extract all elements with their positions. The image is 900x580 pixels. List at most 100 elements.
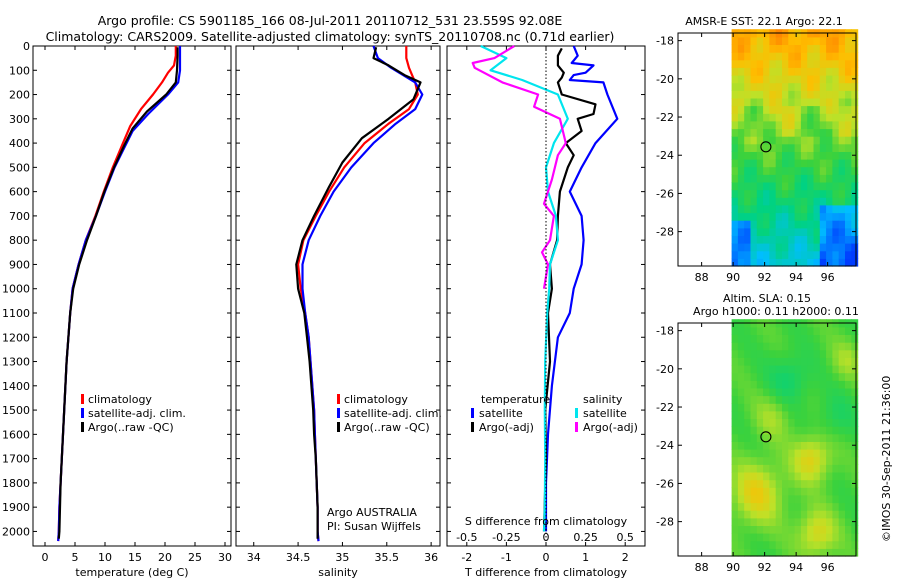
heatmap-cell	[750, 342, 758, 351]
heatmap-cell	[775, 151, 783, 160]
heatmap-cell	[819, 143, 827, 152]
heatmap-cell	[782, 502, 789, 511]
heatmap-cell	[851, 174, 859, 183]
heatmap-cell	[794, 540, 802, 549]
heatmap-cell	[763, 525, 770, 534]
heatmap-cell	[800, 441, 808, 450]
depth-tick-label: 1300	[2, 356, 30, 369]
lat-tick-label: -28	[656, 226, 674, 239]
heatmap-cell	[756, 326, 764, 335]
heatmap-cell	[800, 159, 808, 168]
heatmap-cell	[763, 472, 770, 481]
heatmap-cell	[731, 441, 739, 450]
heatmap-cell	[750, 97, 758, 107]
heatmap-cell	[838, 334, 846, 343]
heatmap-cell	[731, 357, 739, 366]
heatmap-cell	[750, 182, 758, 191]
heatmap-cell	[819, 36, 827, 45]
heatmap-cell	[763, 410, 770, 420]
heatmap-cell	[845, 159, 852, 168]
heatmap-cell	[782, 143, 789, 152]
heatmap-cell	[744, 449, 752, 458]
heatmap-cell	[800, 502, 808, 511]
heatmap-cell	[775, 380, 783, 389]
heatmap-cell	[744, 235, 752, 244]
heatmap-cell	[782, 151, 789, 160]
heatmap-cell	[788, 510, 796, 519]
heatmap-cell	[819, 151, 827, 160]
heatmap-cell	[750, 456, 758, 465]
heatmap-cell	[832, 82, 840, 91]
heatmap-cell	[807, 372, 815, 381]
heatmap-cell	[845, 548, 852, 557]
heatmap-cell	[845, 90, 852, 99]
heatmap-cell	[769, 67, 777, 76]
heatmap-cell	[832, 243, 840, 252]
heatmap-cell	[744, 487, 752, 496]
heatmap-cell	[807, 487, 815, 496]
x-tick-label: 35	[335, 551, 349, 564]
map-frame	[677, 32, 857, 267]
heatmap-cell	[832, 349, 840, 358]
heatmap-cell	[788, 326, 796, 335]
heatmap-cell	[819, 166, 827, 175]
heatmap-cell	[826, 204, 833, 214]
heatmap-cell	[838, 82, 846, 91]
heatmap-cell	[819, 479, 827, 488]
heatmap-cell	[731, 105, 739, 114]
heatmap-cell	[731, 97, 739, 107]
heatmap-cell	[838, 250, 846, 259]
heatmap-cell	[756, 464, 764, 473]
heatmap-cell	[769, 227, 777, 236]
heatmap-cell	[838, 502, 846, 511]
heatmap-cell	[775, 456, 783, 465]
heatmap-cell	[819, 136, 827, 145]
heatmap-cell	[737, 90, 745, 99]
heatmap-cell	[769, 517, 777, 526]
heatmap-cell	[838, 342, 846, 351]
heatmap-cell	[819, 502, 827, 511]
heatmap-cell	[756, 365, 764, 374]
heatmap-cell	[832, 342, 840, 351]
x-tick-label: -1	[501, 551, 512, 564]
heatmap-cell	[826, 525, 833, 534]
heatmap-cell	[794, 449, 802, 458]
depth-tick-label: 1100	[2, 307, 30, 320]
heatmap-cell	[782, 349, 789, 358]
heatmap-cell	[807, 113, 815, 122]
x-axis-label: temperature (deg C)	[75, 566, 188, 579]
heatmap-cell	[800, 342, 808, 351]
heatmap-cell	[794, 212, 802, 221]
heatmap-cell	[794, 456, 802, 465]
heatmap-cell	[813, 357, 821, 366]
heatmap-cell	[794, 349, 802, 358]
heatmap-cell	[794, 380, 802, 389]
heatmap-cell	[756, 82, 764, 91]
argo-position-marker	[760, 141, 772, 153]
heatmap-cell	[826, 349, 833, 358]
heatmap-cell	[775, 120, 783, 130]
heatmap-cell	[763, 418, 770, 427]
heatmap-cell	[744, 441, 752, 450]
heatmap-cell	[838, 464, 846, 473]
heatmap-cell	[807, 59, 815, 68]
heatmap-cell	[737, 472, 745, 481]
heatmap-cell	[788, 204, 796, 214]
heatmap-cell	[813, 365, 821, 374]
heatmap-cell	[807, 120, 815, 130]
x-tick-label: 1	[582, 551, 589, 564]
heatmap-cell	[800, 426, 808, 435]
heatmap-cell	[756, 334, 764, 343]
heatmap-cell	[731, 235, 739, 244]
heatmap-cell	[813, 97, 821, 107]
heatmap-cell	[788, 82, 796, 91]
heatmap-cell	[737, 174, 745, 183]
heatmap-cell	[737, 159, 745, 168]
heatmap-cell	[769, 418, 777, 427]
lon-tick-label: 88	[695, 271, 709, 284]
panel-differences: -2 -1 0 1 2 T difference from climatology -0.5…	[446, 45, 646, 579]
heatmap-cell	[763, 52, 770, 61]
heatmap-cell	[744, 220, 752, 229]
heatmap-cell	[744, 166, 752, 175]
heatmap-cell	[769, 120, 777, 130]
